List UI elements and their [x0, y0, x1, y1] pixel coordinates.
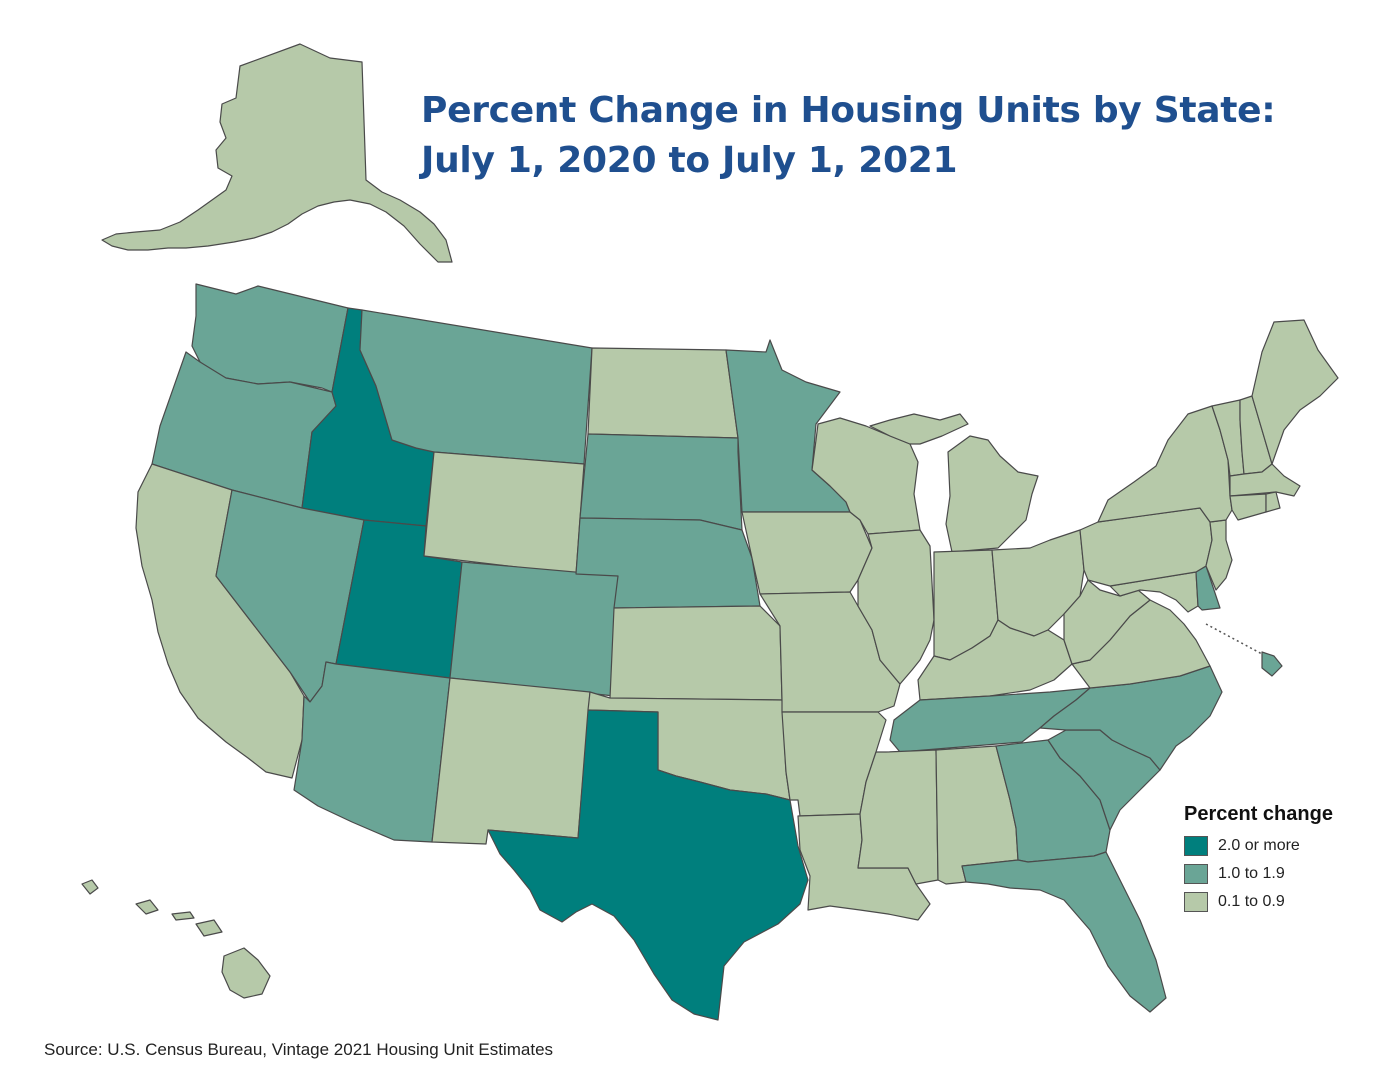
state-nj — [1205, 519, 1233, 591]
state-hi — [81, 879, 271, 999]
state-il — [857, 529, 935, 685]
state-me — [1251, 319, 1339, 465]
state-nd — [587, 347, 739, 439]
state-mi — [869, 413, 1039, 553]
state-dc — [1261, 651, 1283, 677]
state-ak — [101, 43, 453, 263]
state-ri — [1265, 491, 1281, 513]
map-title: Percent Change in Housing Units by State… — [421, 86, 1276, 186]
state-mt — [359, 309, 593, 465]
state-fl — [961, 851, 1167, 1013]
state-nm — [431, 677, 591, 845]
legend-item: 0.1 to 0.9 — [1184, 888, 1333, 916]
state-tx — [487, 709, 809, 1021]
legend-item: 1.0 to 1.9 — [1184, 860, 1333, 888]
source-note: Source: U.S. Census Bureau, Vintage 2021… — [44, 1040, 554, 1059]
state-ma — [1229, 463, 1301, 497]
legend-title: Percent change — [1184, 803, 1333, 825]
legend-label: 1.0 to 1.9 — [1218, 865, 1285, 882]
state-wy — [423, 451, 585, 575]
map-title-line-1: Percent Change in Housing Units by State… — [421, 90, 1276, 131]
legend-swatch — [1184, 864, 1208, 884]
state-mo — [759, 591, 901, 713]
dc-leader-line — [1205, 623, 1263, 655]
state-ct — [1229, 493, 1267, 521]
state-ks — [609, 605, 783, 701]
state-nc — [1039, 665, 1223, 771]
state-sd — [579, 433, 743, 531]
state-ia — [741, 511, 873, 595]
legend-swatch — [1184, 892, 1208, 912]
legend-item: 2.0 or more — [1184, 832, 1333, 860]
state-ms — [857, 749, 939, 885]
map-title-line-2: July 1, 2020 to July 1, 2021 — [421, 140, 958, 181]
legend: Percent change 2.0 or more 1.0 to 1.9 0.… — [1184, 803, 1333, 916]
legend-label: 2.0 or more — [1218, 837, 1300, 854]
legend-label: 0.1 to 0.9 — [1218, 893, 1285, 910]
state-co — [449, 561, 621, 697]
legend-swatch — [1184, 836, 1208, 856]
state-ny — [1097, 405, 1233, 523]
